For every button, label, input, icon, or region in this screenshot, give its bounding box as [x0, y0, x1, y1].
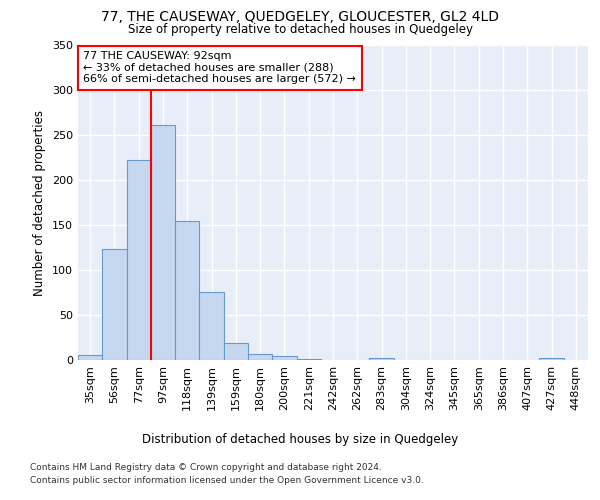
- Text: Size of property relative to detached houses in Quedgeley: Size of property relative to detached ho…: [128, 22, 473, 36]
- Bar: [127, 160, 151, 360]
- Bar: [175, 222, 199, 360]
- Bar: [248, 354, 272, 360]
- Bar: [151, 125, 175, 360]
- Bar: [102, 250, 127, 360]
- Text: 77 THE CAUSEWAY: 92sqm
← 33% of detached houses are smaller (288)
66% of semi-de: 77 THE CAUSEWAY: 92sqm ← 33% of detached…: [83, 52, 356, 84]
- Y-axis label: Number of detached properties: Number of detached properties: [34, 110, 46, 296]
- Bar: [539, 358, 564, 360]
- Bar: [78, 354, 102, 360]
- Bar: [224, 343, 248, 360]
- Bar: [199, 292, 224, 360]
- Bar: [370, 358, 394, 360]
- Bar: [296, 359, 321, 360]
- Bar: [272, 356, 296, 360]
- Text: Contains public sector information licensed under the Open Government Licence v3: Contains public sector information licen…: [30, 476, 424, 485]
- Text: Contains HM Land Registry data © Crown copyright and database right 2024.: Contains HM Land Registry data © Crown c…: [30, 462, 382, 471]
- Text: 77, THE CAUSEWAY, QUEDGELEY, GLOUCESTER, GL2 4LD: 77, THE CAUSEWAY, QUEDGELEY, GLOUCESTER,…: [101, 10, 499, 24]
- Text: Distribution of detached houses by size in Quedgeley: Distribution of detached houses by size …: [142, 432, 458, 446]
